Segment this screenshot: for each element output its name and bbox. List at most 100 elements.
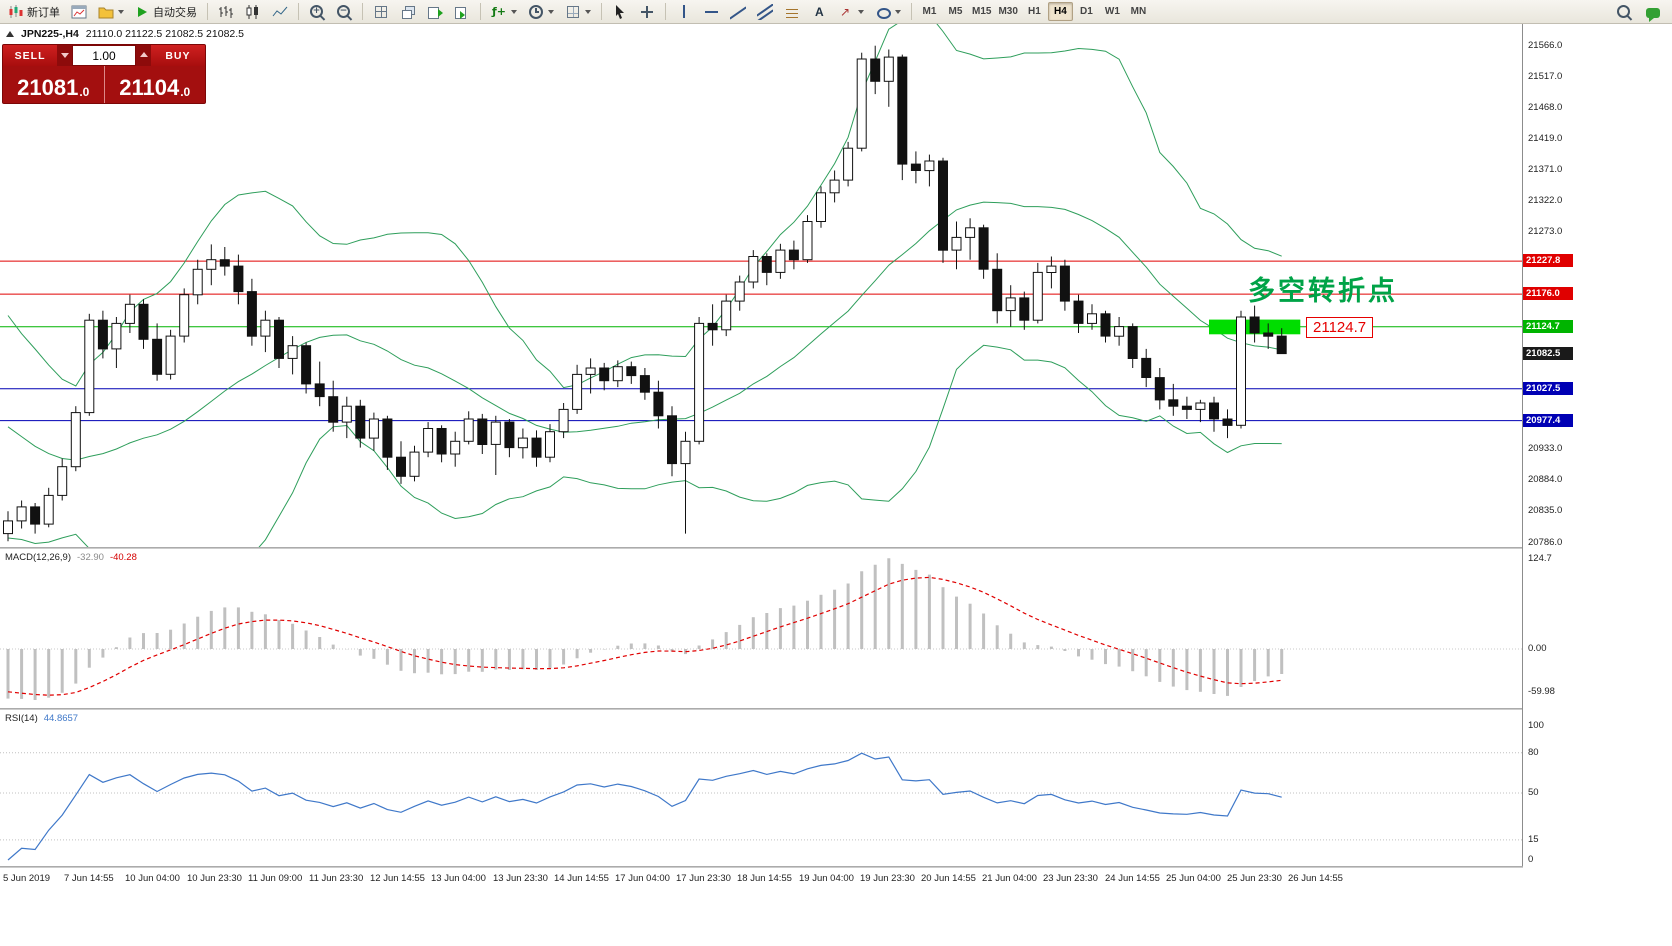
tile-windows-button[interactable]	[368, 1, 394, 22]
indicators-button[interactable]	[486, 1, 522, 22]
arrows-tool-button[interactable]	[833, 1, 869, 22]
price-line-label: 21227.8	[1523, 254, 1573, 267]
date-label: 12 Jun 14:55	[370, 873, 425, 884]
date-label: 17 Jun 04:00	[615, 873, 670, 884]
channel-button[interactable]	[752, 1, 778, 22]
date-label: 19 Jun 23:30	[860, 873, 915, 884]
chevron-down-icon	[548, 9, 554, 14]
date-label: 11 Jun 09:00	[248, 873, 303, 884]
macd-chart[interactable]	[0, 549, 1522, 708]
timeframe-m5[interactable]: M5	[943, 2, 968, 21]
price-line-label: 21027.5	[1523, 382, 1573, 395]
new-order-icon	[8, 4, 24, 20]
shapes-tool-button[interactable]	[870, 1, 906, 22]
timeframe-m15[interactable]: M15	[969, 2, 994, 21]
horizontal-line-button[interactable]	[698, 1, 724, 22]
auto-scroll-button[interactable]	[449, 1, 475, 22]
templates-button[interactable]	[560, 1, 596, 22]
timeframe-h4[interactable]: H4	[1047, 2, 1073, 21]
panel-splitter[interactable]	[0, 547, 1672, 549]
symbol-name: JPN225-,H4	[21, 28, 79, 40]
rsi-axis-label: 15	[1528, 834, 1539, 845]
indicators-icon	[491, 4, 507, 20]
timeframe-m1[interactable]: M1	[917, 2, 942, 21]
cascade-windows-button[interactable]	[395, 1, 421, 22]
rsi-chart[interactable]	[0, 710, 1522, 866]
buy-button[interactable]: BUY	[150, 45, 205, 66]
price-tick: 20884.0	[1528, 474, 1563, 485]
price-line-label: 21124.7	[1523, 320, 1573, 333]
date-label: 24 Jun 14:55	[1105, 873, 1160, 884]
bar-chart-button[interactable]	[213, 1, 239, 22]
cursor-button[interactable]	[607, 1, 633, 22]
fibonacci-button[interactable]	[779, 1, 805, 22]
profiles-button[interactable]	[93, 1, 129, 22]
zoom-out-button[interactable]	[331, 1, 357, 22]
rsi-axis-label: 80	[1528, 747, 1539, 758]
main-chart[interactable]	[0, 24, 1522, 547]
text-tool-button[interactable]	[806, 1, 832, 22]
autotrading-label: 自动交易	[153, 6, 197, 19]
price-axis[interactable]: 21566.0 21517.0 21468.0 21419.0 21371.0 21322…	[1523, 24, 1672, 890]
zoom-in-button[interactable]	[304, 1, 330, 22]
timeframe-d1[interactable]: D1	[1074, 2, 1099, 21]
volume-down-button[interactable]	[57, 45, 72, 66]
new-order-label: 新订单	[27, 6, 60, 19]
timeframe-h1[interactable]: H1	[1022, 2, 1047, 21]
line-chart-button[interactable]	[267, 1, 293, 22]
vertical-line-button[interactable]	[671, 1, 697, 22]
price-tick: 20933.0	[1528, 443, 1563, 454]
chat-icon	[1646, 7, 1660, 22]
sell-price[interactable]: 21081 .0	[3, 66, 104, 103]
sell-button[interactable]: SELL	[3, 45, 58, 66]
candlestick-chart[interactable]	[0, 24, 1522, 547]
candlestick-chart-button[interactable]	[240, 1, 266, 22]
periods-button[interactable]	[523, 1, 559, 22]
panel-splitter[interactable]	[0, 866, 1672, 868]
sell-price-main: 21081	[17, 75, 79, 100]
macd-panel[interactable]: MACD(12,26,9) -32.90 -40.28	[0, 549, 1522, 708]
trade-panel-top-row: SELL BUY	[3, 45, 205, 66]
price-axis-border	[1522, 24, 1523, 866]
date-label: 25 Jun 23:30	[1227, 873, 1282, 884]
crosshair-button[interactable]	[634, 1, 660, 22]
search-icon	[1616, 4, 1632, 20]
chevron-down-icon	[118, 9, 124, 14]
zoom-in-icon	[309, 4, 325, 20]
date-axis[interactable]: 5 Jun 2019 7 Jun 14:55 10 Jun 04:00 10 Jun …	[0, 868, 1522, 890]
chat-button[interactable]	[1641, 1, 1665, 22]
volume-input[interactable]	[72, 45, 136, 66]
trendline-button[interactable]	[725, 1, 751, 22]
highlight-price-tag[interactable]: 21124.7	[1306, 317, 1374, 338]
macd-axis-label: -59.98	[1528, 686, 1555, 697]
collapse-trade-panel-icon[interactable]	[6, 31, 14, 37]
text-tool-icon	[811, 4, 827, 20]
chart-annotation-text[interactable]: 多空转折点	[1248, 276, 1398, 306]
chart-shift-button[interactable]	[422, 1, 448, 22]
toolbar: 新订单 自动交易	[0, 0, 1672, 24]
new-order-button[interactable]: 新订单	[3, 1, 65, 22]
panel-splitter[interactable]	[0, 708, 1672, 710]
price-line-label: 21176.0	[1523, 287, 1573, 300]
price-tick: 21566.0	[1528, 40, 1563, 51]
vertical-line-icon	[676, 3, 692, 20]
timeframe-m30[interactable]: M30	[995, 2, 1020, 21]
search-button[interactable]	[1611, 1, 1637, 22]
one-click-trading-panel: SELL BUY 21081 .0 21104 .0	[2, 44, 206, 104]
horizontal-line-icon	[703, 3, 719, 20]
chart-shift-icon	[427, 4, 443, 20]
rsi-panel[interactable]: RSI(14) 44.8657	[0, 710, 1522, 866]
caret-down-icon	[61, 53, 70, 58]
volume-up-button[interactable]	[136, 45, 151, 66]
timeframe-w1[interactable]: W1	[1100, 2, 1125, 21]
price-tick: 21517.0	[1528, 71, 1563, 82]
autotrading-button[interactable]: 自动交易	[130, 1, 202, 22]
timeframe-mn[interactable]: MN	[1126, 2, 1151, 21]
autotrading-play-icon	[138, 6, 147, 17]
bar-chart-icon	[218, 4, 234, 20]
new-chart-button[interactable]	[66, 1, 92, 22]
date-label: 13 Jun 23:30	[493, 873, 548, 884]
rsi-axis-label: 50	[1528, 787, 1539, 798]
buy-price[interactable]: 21104 .0	[105, 66, 206, 103]
date-label: 14 Jun 14:55	[554, 873, 609, 884]
